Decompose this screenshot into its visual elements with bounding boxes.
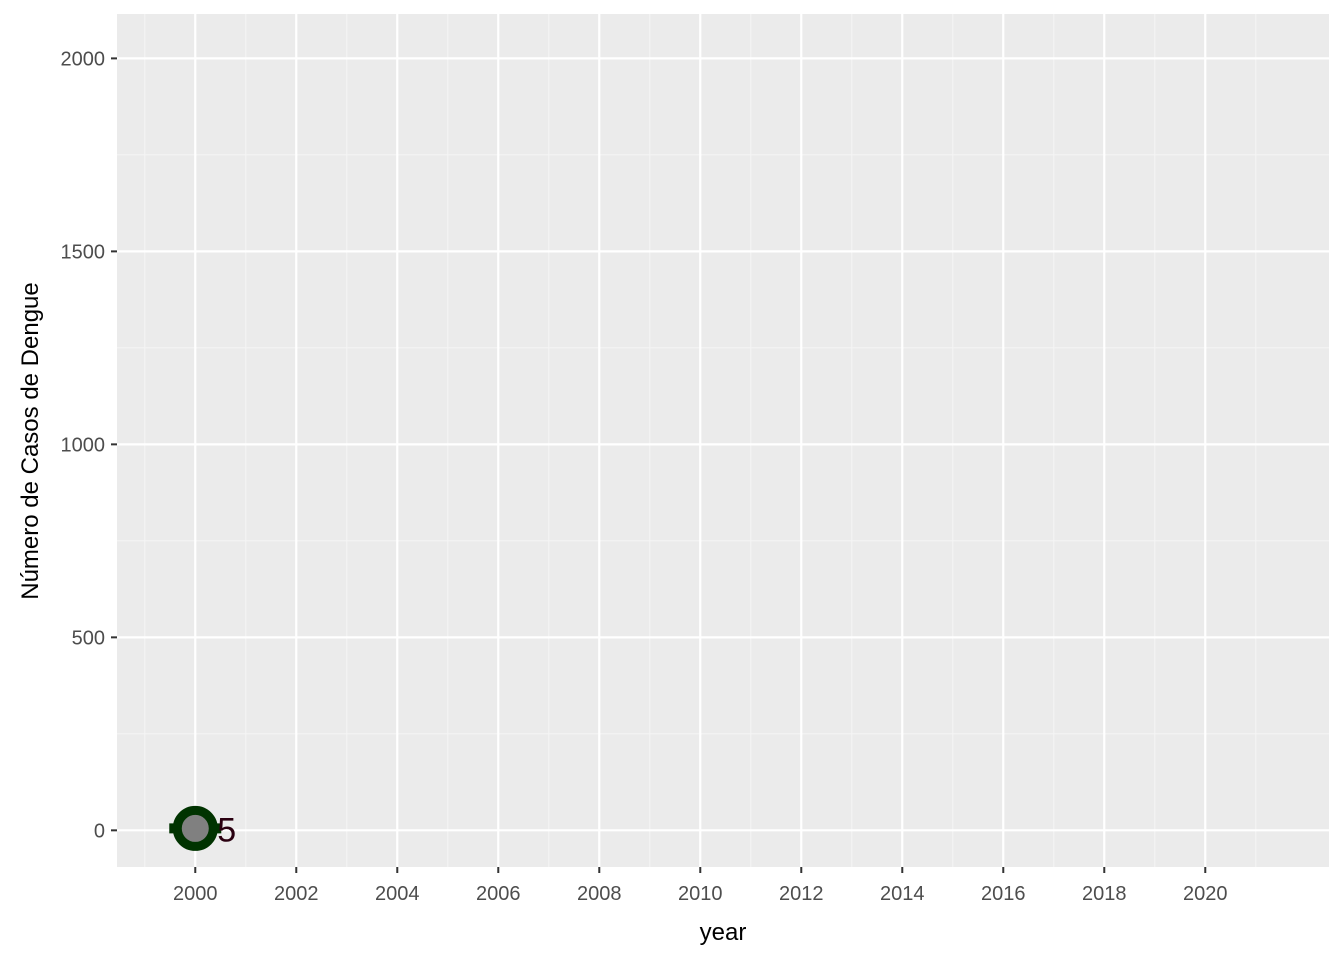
- x-tick-label: 2010: [678, 883, 723, 905]
- x-tick-label: 2014: [880, 883, 925, 905]
- x-tick-label: 2020: [1183, 883, 1228, 905]
- plot-panel: [117, 14, 1329, 867]
- x-tick-label: 2004: [375, 883, 420, 905]
- x-tick-label: 2018: [1082, 883, 1127, 905]
- x-tick-label: 2000: [173, 883, 218, 905]
- minor-gridlines: [117, 14, 1329, 867]
- data-point: [172, 805, 218, 851]
- y-tick-label: 500: [72, 627, 105, 649]
- x-tick-label: 2002: [274, 883, 319, 905]
- major-gridlines: [117, 14, 1329, 867]
- y-tick-label: 2000: [61, 48, 106, 70]
- x-tick-label: 2008: [577, 883, 622, 905]
- x-tick-label: 2012: [779, 883, 824, 905]
- x-axis-title: year: [700, 919, 747, 946]
- y-axis-title: Número de Casos de Dengue: [17, 282, 44, 600]
- data-marks: 5: [169, 805, 236, 851]
- y-tick-label: 0: [94, 820, 105, 842]
- y-tick-label: 1500: [61, 241, 106, 263]
- x-axis: 2000 2002 2004 2006 2008 2010 2012 2014 2016 2018…: [173, 867, 1228, 905]
- y-tick-label: 1000: [61, 434, 106, 456]
- x-tick-label: 2016: [981, 883, 1026, 905]
- data-label: 5: [217, 811, 236, 849]
- x-tick-label: 2006: [476, 883, 521, 905]
- y-axis: 0 500 1000 1500 2000: [61, 48, 117, 842]
